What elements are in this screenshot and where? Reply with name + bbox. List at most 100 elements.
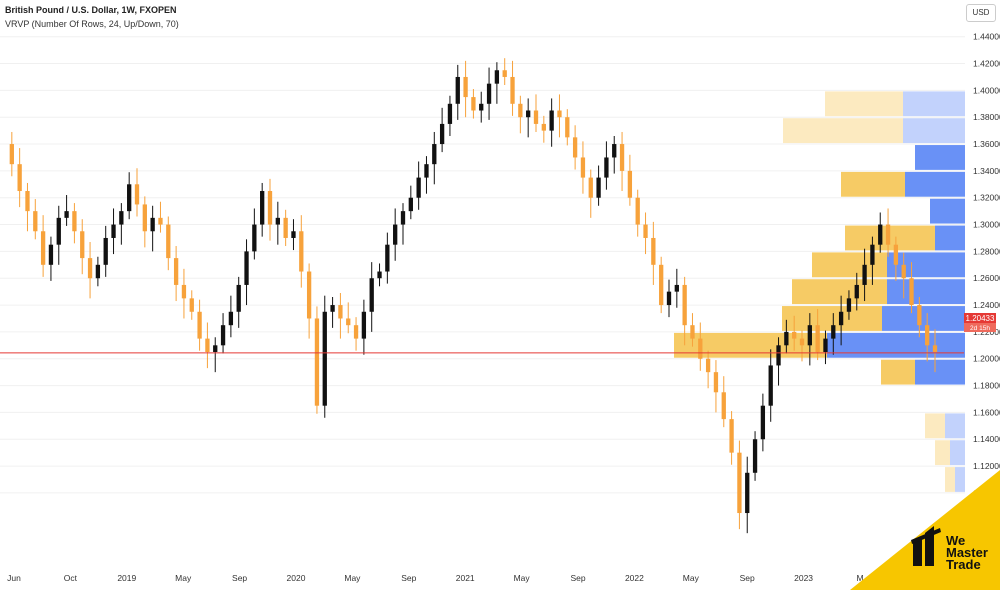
candle-body — [784, 331, 789, 346]
wemastertrade-logo: We Master Trade — [850, 470, 1000, 590]
candle-body — [72, 211, 77, 232]
y-tick-label: 1.36000 — [973, 139, 1000, 149]
y-tick-label: 1.44000 — [973, 32, 1000, 42]
currency-button[interactable]: USD — [966, 4, 996, 22]
candle-body — [846, 298, 852, 312]
candle-body — [283, 217, 288, 238]
candle-body — [400, 211, 406, 225]
candle-body — [158, 217, 163, 225]
x-tick-label: 2023 — [794, 573, 813, 583]
candle-body — [776, 345, 781, 366]
candle-body — [95, 264, 101, 279]
candle-body — [878, 224, 883, 245]
candle-body — [604, 157, 609, 178]
candle-body — [799, 338, 805, 346]
y-tick-label: 1.16000 — [973, 407, 1000, 417]
vp-bar-up — [915, 359, 965, 385]
candle-body — [486, 83, 492, 104]
candle-body — [252, 224, 257, 252]
candle-body — [526, 110, 531, 118]
candle-body — [127, 184, 132, 212]
candle-body — [494, 70, 500, 84]
candle-body — [729, 419, 734, 453]
x-tick-label: 2022 — [625, 573, 644, 583]
candle-body — [197, 311, 202, 339]
candle-body — [275, 217, 280, 225]
vp-bar-up — [903, 91, 965, 117]
candle-body — [244, 251, 249, 285]
x-tick-label: Sep — [740, 573, 755, 583]
x-tick-label: M — [856, 573, 863, 583]
candle-body — [760, 405, 766, 440]
vp-bar-down — [841, 171, 905, 197]
price-label: 1.20433 2d 15h — [964, 313, 996, 332]
candle-body — [150, 217, 155, 232]
vp-bar-up — [955, 467, 965, 492]
vp-bar-down — [783, 118, 903, 144]
y-tick-label: 1.26000 — [973, 273, 1000, 283]
candle-body — [635, 197, 640, 225]
vp-bar-up — [915, 145, 965, 170]
vp-bar-down — [792, 279, 887, 305]
candle-body — [424, 164, 429, 178]
price-label-value: 1.20433 — [966, 314, 995, 323]
candle-body — [80, 231, 85, 259]
candle-body — [369, 278, 374, 312]
candle-body — [338, 305, 343, 319]
candle-body — [651, 237, 656, 265]
candle-body — [314, 318, 320, 406]
x-tick-label: Oct — [64, 573, 78, 583]
logo-text-master: Master — [946, 545, 988, 560]
candle-body — [854, 284, 859, 299]
symbol-title: British Pound / U.S. Dollar, 1W, FXOPEN — [5, 5, 177, 15]
candle-body — [40, 231, 46, 265]
candle-body — [432, 144, 437, 165]
candle-body — [213, 345, 218, 353]
vp-bar-down — [925, 413, 945, 439]
x-tick-label: May — [344, 573, 361, 583]
candle-body — [917, 305, 922, 326]
candle-body — [173, 258, 179, 285]
candle-body — [682, 284, 687, 326]
candle-body — [260, 191, 265, 225]
candle-body — [745, 472, 750, 514]
x-tick-label: 2019 — [117, 573, 136, 583]
candle-body — [111, 224, 116, 238]
candle-body — [17, 164, 22, 192]
candle-body — [299, 231, 304, 272]
price-label-timer: 2d 15h — [970, 325, 990, 332]
y-tick-label: 1.40000 — [973, 85, 1000, 95]
candle-body — [385, 244, 390, 272]
candle-body — [346, 318, 351, 326]
candle-body — [925, 325, 930, 346]
x-tick-label: May — [175, 573, 192, 583]
candle-body — [838, 311, 844, 326]
candle-body — [862, 264, 867, 285]
candle-body — [166, 224, 171, 259]
x-tick-label: Sep — [401, 573, 416, 583]
candle-body — [228, 311, 234, 326]
vp-bar-down — [825, 91, 903, 117]
vp-bar-up — [905, 171, 965, 197]
candle-body — [103, 237, 108, 265]
candle-body — [463, 76, 468, 98]
candle-body — [612, 144, 617, 158]
candle-body — [64, 211, 69, 218]
candle-body — [142, 204, 147, 232]
candle-body — [619, 144, 625, 171]
candle-body — [502, 70, 507, 77]
candle-body — [666, 291, 672, 306]
x-tick-label: May — [683, 573, 700, 583]
candle-body — [596, 177, 601, 198]
candle-body — [885, 224, 891, 245]
candle-body — [541, 123, 546, 131]
candle-body — [580, 157, 586, 178]
candle-body — [557, 110, 562, 118]
candle-body — [870, 244, 875, 265]
candle-body — [901, 264, 906, 279]
vp-bar-up — [950, 440, 965, 466]
y-tick-label: 1.24000 — [973, 300, 1000, 310]
candle-body — [549, 110, 554, 131]
grid-lines — [0, 36, 965, 494]
